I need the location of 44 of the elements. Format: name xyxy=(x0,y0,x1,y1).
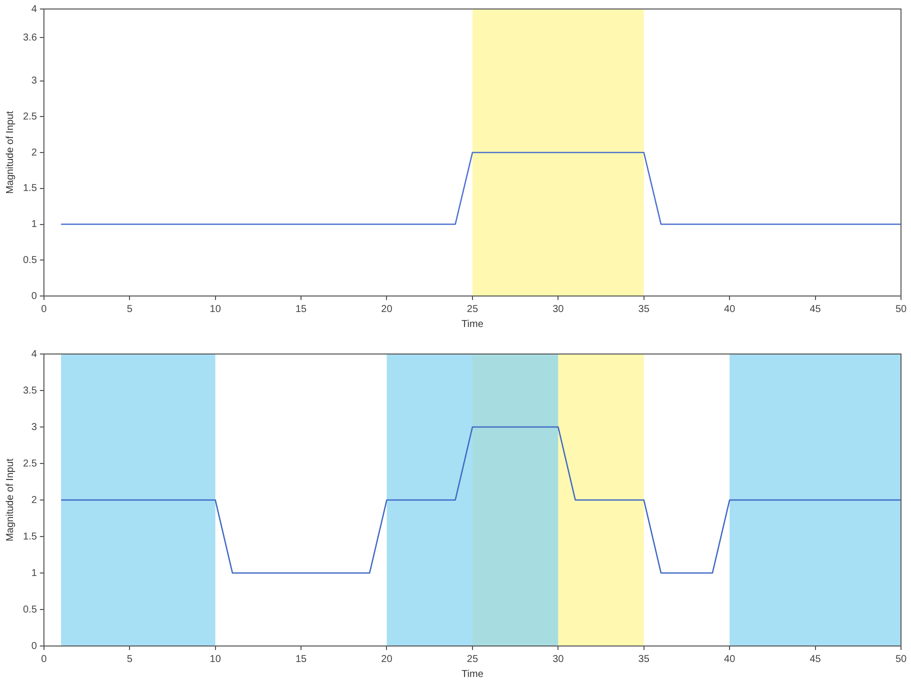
x-tick-label: 10 xyxy=(210,304,222,315)
x-tick-label: 25 xyxy=(466,304,478,315)
x-tick-label: 0 xyxy=(41,304,48,315)
x-tick-label: 5 xyxy=(126,304,133,315)
y-tick-label: 4 xyxy=(31,348,38,360)
y-tick-label: 0.5 xyxy=(22,254,38,266)
y-tick-label: 2 xyxy=(31,147,38,158)
x-tick-label: 0 xyxy=(41,654,48,665)
x-tick-label: 5 xyxy=(126,654,133,665)
x-axis-title: Time xyxy=(462,318,484,330)
x-axis-title: Time xyxy=(462,668,484,680)
y-tick-label: 4 xyxy=(31,4,38,15)
x-tick-label: 40 xyxy=(724,654,736,665)
y-tick-label: 1.5 xyxy=(22,183,38,194)
x-tick-label: 15 xyxy=(295,654,308,665)
x-tick-label: 10 xyxy=(210,654,222,665)
y-tick-label: 3 xyxy=(31,76,38,86)
y-tick-label: 0 xyxy=(31,640,38,652)
x-tick-label: 45 xyxy=(810,654,822,665)
x-tick-label: 40 xyxy=(724,304,736,315)
y-tick-label: 1.5 xyxy=(22,531,38,542)
y-axis-title: Magnitude of Input xyxy=(4,458,16,542)
x-tick-label: 20 xyxy=(381,654,393,665)
x-tick-label: 45 xyxy=(810,304,822,315)
x-tick-label: 30 xyxy=(552,654,564,665)
y-tick-label: 1 xyxy=(31,219,38,230)
x-tick-label: 15 xyxy=(295,304,308,315)
y-tick-label: 2 xyxy=(31,494,38,506)
y-tick-label: 3.5 xyxy=(22,385,38,396)
y-tick-label: 2.5 xyxy=(22,458,38,470)
x-tick-label: 25 xyxy=(466,654,478,665)
y-axis-title: Magnitude of Input xyxy=(4,110,16,194)
y-tick-label: 3 xyxy=(31,422,38,433)
x-tick-label: 35 xyxy=(638,654,650,665)
y-tick-label: 1 xyxy=(31,568,38,579)
x-tick-label: 30 xyxy=(552,304,564,315)
y-tick-label: 0 xyxy=(31,290,38,302)
x-tick-label: 35 xyxy=(638,304,650,315)
y-tick-label: 2.5 xyxy=(22,111,38,122)
x-tick-label: 50 xyxy=(895,304,907,315)
x-tick-label: 50 xyxy=(895,654,907,665)
y-tick-label: 0.5 xyxy=(22,604,38,616)
x-tick-label: 20 xyxy=(381,304,393,315)
y-tick-label: 3.6 xyxy=(22,32,38,44)
